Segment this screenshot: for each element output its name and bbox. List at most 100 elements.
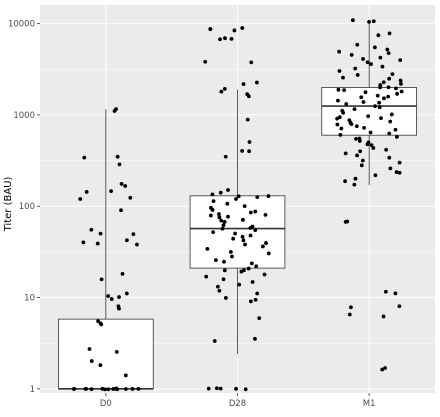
data-point: [353, 66, 358, 71]
data-point: [225, 201, 230, 206]
y-tick-label: 100: [19, 202, 35, 212]
data-point: [87, 347, 92, 351]
data-point: [237, 282, 242, 287]
data-point: [203, 59, 208, 64]
data-point: [208, 26, 213, 31]
data-point: [399, 89, 404, 94]
data-point: [386, 94, 391, 99]
data-point: [336, 87, 341, 92]
data-point: [352, 107, 357, 112]
data-point: [366, 114, 371, 119]
data-point: [120, 271, 125, 276]
data-point: [335, 116, 340, 121]
data-point: [208, 213, 213, 218]
data-point: [378, 55, 383, 60]
data-point: [363, 90, 368, 95]
data-point: [384, 147, 388, 152]
data-point: [387, 31, 392, 36]
data-point: [217, 215, 222, 220]
y-tick-label: 10000: [8, 20, 35, 30]
data-point: [397, 160, 402, 165]
data-point: [115, 154, 120, 159]
data-point: [388, 166, 393, 171]
data-point: [361, 100, 366, 104]
data-point: [390, 72, 395, 77]
data-point: [221, 223, 226, 228]
data-point: [373, 104, 378, 109]
data-point: [214, 386, 219, 391]
data-point: [98, 231, 103, 236]
data-point: [234, 197, 238, 201]
data-point: [393, 291, 398, 296]
data-point: [246, 94, 251, 99]
data-point: [358, 149, 363, 154]
data-point: [249, 261, 254, 266]
data-point: [115, 387, 120, 392]
data-point: [210, 208, 215, 212]
data-point: [398, 58, 403, 63]
data-point: [361, 57, 365, 61]
data-point: [135, 242, 139, 247]
data-point: [373, 45, 377, 50]
data-point: [234, 386, 238, 391]
data-point: [382, 96, 386, 101]
data-point: [124, 291, 129, 296]
data-point: [373, 173, 378, 178]
data-point: [386, 85, 391, 90]
data-point: [109, 297, 114, 301]
data-point: [394, 86, 398, 91]
data-point: [369, 143, 374, 148]
data-point: [210, 192, 215, 197]
data-point: [221, 277, 226, 282]
data-point: [230, 254, 234, 259]
data-point: [385, 47, 390, 52]
data-point: [354, 124, 359, 129]
data-point: [240, 217, 245, 222]
data-point: [241, 238, 246, 243]
data-point: [393, 127, 398, 132]
data-point: [106, 294, 111, 298]
data-point: [377, 100, 382, 105]
data-point: [95, 241, 100, 246]
data-point: [222, 220, 227, 224]
box-m1: [321, 87, 417, 136]
data-point: [211, 199, 216, 204]
data-point: [389, 112, 394, 117]
data-point: [367, 19, 371, 24]
data-point: [228, 250, 233, 254]
data-point: [222, 268, 227, 273]
data-point: [106, 387, 111, 392]
data-point: [240, 149, 244, 153]
data-point: [211, 230, 216, 235]
data-point: [354, 136, 358, 141]
data-point: [248, 299, 253, 304]
y-tick-label: 1000: [13, 111, 35, 121]
data-point: [123, 373, 128, 378]
data-point: [109, 189, 113, 194]
data-point: [89, 227, 94, 232]
data-point: [89, 359, 94, 363]
data-point: [117, 162, 122, 167]
data-point: [341, 75, 345, 80]
data-point: [253, 209, 258, 214]
data-point: [349, 122, 354, 127]
data-point: [248, 226, 253, 230]
data-point: [337, 49, 342, 54]
data-point: [114, 349, 119, 354]
data-point: [347, 312, 352, 317]
data-point: [218, 190, 223, 195]
data-point: [219, 89, 224, 94]
data-point: [378, 85, 383, 90]
data-point: [246, 266, 251, 271]
data-point: [336, 98, 340, 103]
data-point: [215, 284, 220, 289]
data-point: [223, 36, 227, 41]
data-point: [124, 238, 129, 243]
data-point: [375, 93, 380, 98]
data-point: [394, 170, 399, 174]
data-point: [355, 42, 360, 47]
data-point: [349, 305, 353, 310]
data-point: [387, 76, 392, 81]
data-point: [353, 176, 358, 181]
data-point: [341, 110, 346, 115]
